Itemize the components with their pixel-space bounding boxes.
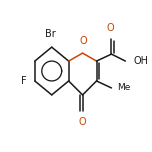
Text: O: O bbox=[79, 117, 86, 127]
Text: O: O bbox=[107, 23, 114, 33]
Text: O: O bbox=[80, 36, 87, 46]
Text: Me: Me bbox=[117, 83, 131, 92]
Text: Br: Br bbox=[45, 29, 56, 39]
Text: F: F bbox=[21, 76, 27, 86]
Text: OH: OH bbox=[133, 56, 148, 66]
